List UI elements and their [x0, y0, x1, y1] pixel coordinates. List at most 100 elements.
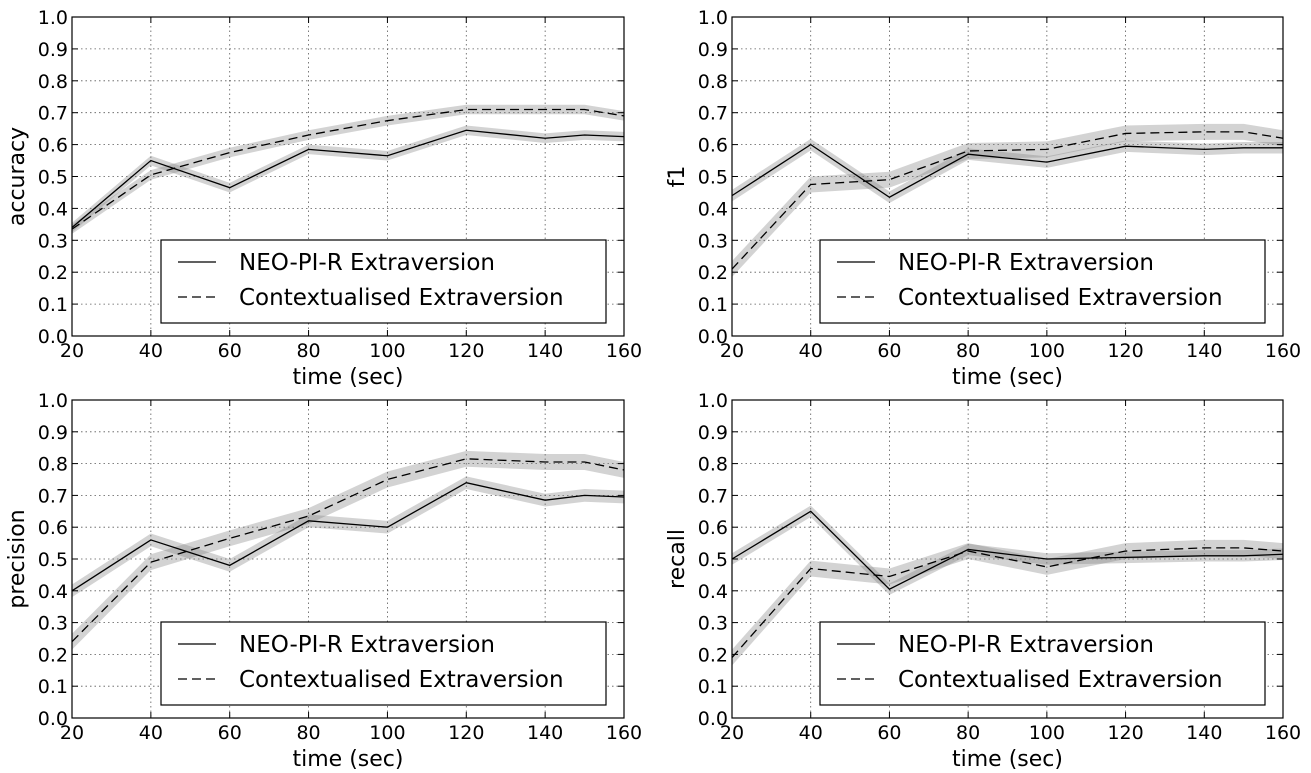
x-axis-label: time (sec) [952, 365, 1063, 390]
y-tick-label: 0.3 [38, 613, 68, 635]
legend-label: NEO-PI-R Extraversion [898, 632, 1154, 658]
y-tick-label: 1.0 [38, 390, 68, 412]
y-tick-label: 0.7 [698, 485, 728, 507]
confidence-band [72, 125, 624, 233]
y-tick-label: 0.6 [38, 517, 68, 539]
y-tick-label: 0.8 [38, 71, 68, 93]
x-tick-label: 160 [606, 722, 642, 744]
y-tick-label: 0.6 [38, 135, 68, 157]
y-tick-label: 0.7 [698, 103, 728, 125]
y-tick-label: 0.5 [38, 549, 68, 571]
confidence-band [72, 450, 624, 650]
y-tick-label: 0.3 [698, 230, 728, 252]
chart-panel-accuracy: 20 40 60 80 100 120 140 160 0.0 0.1 0.2 0.3 0.4 0.5 0.… [5, 7, 642, 390]
y-tick-label: 0.0 [38, 708, 68, 730]
x-tick-label: 60 [877, 340, 901, 362]
x-tick-label: 100 [369, 722, 405, 744]
y-tick-label: 1.0 [698, 7, 728, 29]
y-tick-label: 0.9 [38, 39, 68, 61]
y-tick-label: 0.2 [38, 644, 68, 666]
x-tick-label: 100 [1029, 722, 1065, 744]
x-tick-label: 120 [448, 722, 484, 744]
x-tick-label: 40 [139, 722, 163, 744]
x-tick-label: 60 [218, 722, 242, 744]
x-axis-label: time (sec) [293, 365, 404, 390]
series-line-contextualised [71, 108, 625, 230]
x-tick-label: 160 [606, 340, 642, 362]
confidence-band [72, 104, 624, 234]
series-line-contextualised [731, 547, 1284, 659]
chart-panel-recall: 20 40 60 80 100 120 140 160 0.0 0.1 0.2 0.3 0.4 0.5 0.… [665, 390, 1301, 772]
x-tick-label: 80 [956, 722, 980, 744]
x-tick-label: 140 [527, 340, 563, 362]
y-axis-label: recall [665, 529, 690, 589]
legend-box [819, 239, 1266, 324]
series-line-neo-pi-r [71, 129, 625, 229]
x-tick-label: 80 [296, 722, 320, 744]
legend-label: Contextualised Extraversion [898, 285, 1223, 311]
x-tick-label: 80 [296, 340, 320, 362]
x-tick-label: 80 [956, 340, 980, 362]
series-line-neo-pi-r [731, 510, 1284, 591]
legend-label: NEO-PI-R Extraversion [898, 250, 1154, 276]
y-tick-label: 0.4 [698, 581, 728, 603]
x-tick-label: 40 [799, 340, 823, 362]
y-tick-label: 0.0 [698, 708, 728, 730]
legend: NEO-PI-R Extraversion Contextualised Extr… [160, 239, 607, 324]
y-tick-label: 0.6 [698, 517, 728, 539]
chart-panel-f1: 20 40 60 80 100 120 140 160 0.0 0.1 0.2 0.3 0.4 0.5 0.… [665, 7, 1301, 390]
y-tick-label: 0.4 [38, 581, 68, 603]
legend-label: Contextualised Extraversion [239, 667, 564, 693]
y-tick-label: 0.8 [38, 454, 68, 476]
x-tick-label: 100 [1029, 340, 1065, 362]
y-tick-label: 0.8 [698, 454, 728, 476]
x-tick-label: 20 [720, 340, 744, 362]
x-tick-label: 160 [1265, 722, 1301, 744]
x-tick-label: 140 [1186, 340, 1222, 362]
y-tick-label: 0.4 [38, 198, 68, 220]
legend-box [160, 621, 607, 706]
x-tick-label: 40 [799, 722, 823, 744]
x-tick-label: 20 [720, 722, 744, 744]
legend: NEO-PI-R Extraversion Contextualised Extr… [160, 621, 607, 706]
y-tick-label: 0.5 [698, 167, 728, 189]
y-tick-label: 1.0 [698, 390, 728, 412]
legend-label: Contextualised Extraversion [239, 285, 564, 311]
x-axis-label: time (sec) [293, 747, 404, 772]
y-tick-label: 0.0 [38, 326, 68, 348]
y-tick-label: 0.2 [698, 262, 728, 284]
series-line-neo-pi-r [731, 143, 1283, 198]
series-line-contextualised [71, 458, 625, 643]
x-tick-label: 120 [448, 340, 484, 362]
y-tick-label: 0.1 [38, 676, 68, 698]
x-axis-label: time (sec) [952, 747, 1063, 772]
x-tick-label: 20 [60, 722, 84, 744]
series-line-contextualised [731, 131, 1284, 270]
x-tick-label: 40 [139, 340, 163, 362]
series-line-neo-pi-r [71, 481, 625, 592]
x-tick-label: 140 [1186, 722, 1222, 744]
y-tick-label: 0.5 [698, 549, 728, 571]
x-tick-label: 20 [60, 340, 84, 362]
x-tick-label: 100 [369, 340, 405, 362]
y-tick-label: 0.9 [698, 39, 728, 61]
legend-label: Contextualised Extraversion [898, 667, 1223, 693]
y-tick-label: 0.9 [38, 422, 68, 444]
legend-label: NEO-PI-R Extraversion [239, 250, 495, 276]
y-tick-label: 0.0 [698, 326, 728, 348]
y-tick-label: 0.1 [38, 294, 68, 316]
y-tick-label: 0.8 [698, 71, 728, 93]
y-tick-label: 0.1 [698, 294, 728, 316]
y-tick-label: 0.6 [698, 135, 728, 157]
y-tick-label: 0.7 [38, 485, 68, 507]
x-tick-label: 60 [218, 340, 242, 362]
legend-box [160, 239, 607, 324]
x-tick-label: 60 [877, 722, 901, 744]
y-tick-label: 0.5 [38, 167, 68, 189]
y-tick-label: 0.3 [698, 613, 728, 635]
y-tick-label: 1.0 [38, 7, 68, 29]
y-tick-label: 0.3 [38, 230, 68, 252]
x-tick-label: 120 [1107, 722, 1143, 744]
legend-label: NEO-PI-R Extraversion [239, 632, 495, 658]
